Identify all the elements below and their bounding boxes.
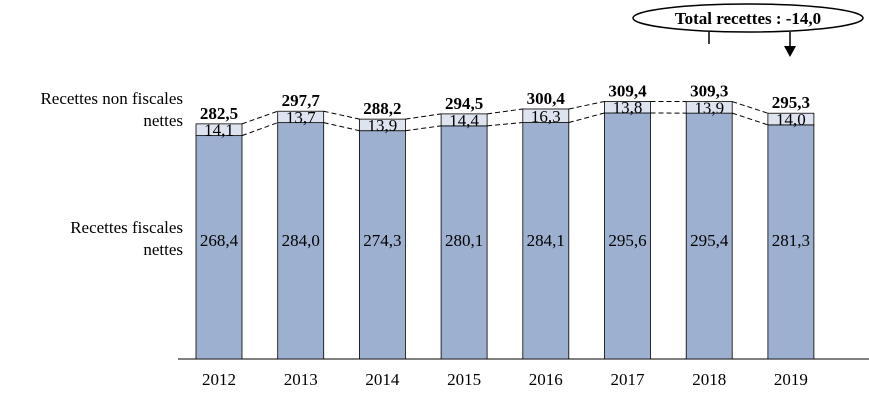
- connector-top-2: [405, 113, 442, 120]
- label-non-fiscal-2016: 16,3: [531, 107, 561, 126]
- x-tick-2014: 2014: [365, 370, 400, 389]
- row-label-non-fiscal-line1: Recettes non fiscales: [40, 89, 183, 108]
- callout-ellipse: [632, 3, 864, 33]
- label-fiscal-2018: 295,4: [690, 231, 729, 250]
- bar-non-fiscal-2013: [277, 110, 325, 124]
- bar-non-fiscal-2014: [358, 118, 406, 132]
- label-fiscal-2013: 284,0: [282, 231, 320, 250]
- label-non-fiscal-2017: 13,8: [613, 98, 643, 117]
- label-fiscal-2016: 284,1: [527, 231, 565, 250]
- connector-mid-1: [323, 122, 360, 132]
- connector-top-6: [732, 101, 769, 114]
- label-total-2015: 294,5: [445, 94, 483, 113]
- label-fiscal-2012: 268,4: [200, 231, 239, 250]
- x-tick-2019: 2019: [774, 370, 808, 389]
- x-tick-2018: 2018: [692, 370, 726, 389]
- label-fiscal-2015: 280,1: [445, 231, 483, 250]
- bar-fiscal-2015: [440, 125, 488, 360]
- bar-non-fiscal-2012: [195, 123, 243, 137]
- label-total-2016: 300,4: [527, 89, 566, 108]
- label-total-2012: 282,5: [200, 104, 238, 123]
- row-label-non-fiscal-line2: nettes: [143, 111, 183, 130]
- label-non-fiscal-2018: 13,9: [694, 98, 724, 117]
- bar-non-fiscal-2015: [440, 113, 488, 127]
- callout-arrow-head: [784, 46, 796, 57]
- x-tick-2013: 2013: [284, 370, 318, 389]
- label-non-fiscal-2015: 14,4: [449, 111, 479, 130]
- label-total-2018: 309,3: [690, 82, 728, 101]
- x-tick-2017: 2017: [611, 370, 646, 389]
- connector-top-0: [241, 110, 278, 125]
- bar-fiscal-2012: [195, 135, 243, 360]
- row-label-fiscal: Recettes fiscales nettes: [8, 217, 183, 261]
- label-fiscal-2017: 295,6: [608, 231, 646, 250]
- bar-non-fiscal-2017: [604, 101, 651, 114]
- x-tick-2012: 2012: [202, 370, 236, 389]
- label-total-2014: 288,2: [363, 99, 401, 118]
- label-non-fiscal-2013: 13,7: [286, 108, 316, 127]
- label-total-2017: 309,4: [608, 81, 647, 100]
- connector-mid-3: [487, 122, 523, 127]
- callout-text: Total recettes : -14,0: [675, 9, 821, 28]
- label-non-fiscal-2012: 14,1: [204, 121, 234, 140]
- row-label-non-fiscal: Recettes non fiscales nettes: [8, 88, 183, 132]
- connector-mid-2: [405, 125, 442, 132]
- connector-mid-0: [241, 122, 278, 137]
- label-fiscal-2019: 281,3: [772, 231, 810, 250]
- label-total-2019: 295,3: [772, 93, 810, 112]
- connector-mid-6: [732, 112, 769, 126]
- connector-top-4: [568, 100, 605, 110]
- bar-fiscal-2016: [522, 122, 570, 360]
- bar-fiscal-2018: [685, 112, 733, 360]
- bar-non-fiscal-2018: [685, 101, 733, 114]
- bar-fiscal-2017: [604, 112, 651, 360]
- bar-non-fiscal-2019: [767, 112, 815, 126]
- bar-fiscal-2019: [767, 124, 815, 360]
- label-non-fiscal-2014: 13,9: [368, 116, 398, 135]
- label-non-fiscal-2019: 14,0: [776, 110, 806, 129]
- connector-top-1: [323, 110, 360, 120]
- row-label-fiscal-line1: Recettes fiscales: [70, 218, 183, 237]
- connector-top-3: [487, 108, 523, 115]
- x-tick-2016: 2016: [529, 370, 563, 389]
- bar-non-fiscal-2016: [522, 108, 570, 123]
- label-total-2013: 297,7: [282, 91, 321, 110]
- label-fiscal-2014: 274,3: [363, 231, 401, 250]
- row-label-fiscal-line2: nettes: [143, 240, 183, 259]
- connector-mid-4: [568, 112, 605, 124]
- bar-fiscal-2014: [358, 130, 406, 360]
- x-tick-2015: 2015: [447, 370, 481, 389]
